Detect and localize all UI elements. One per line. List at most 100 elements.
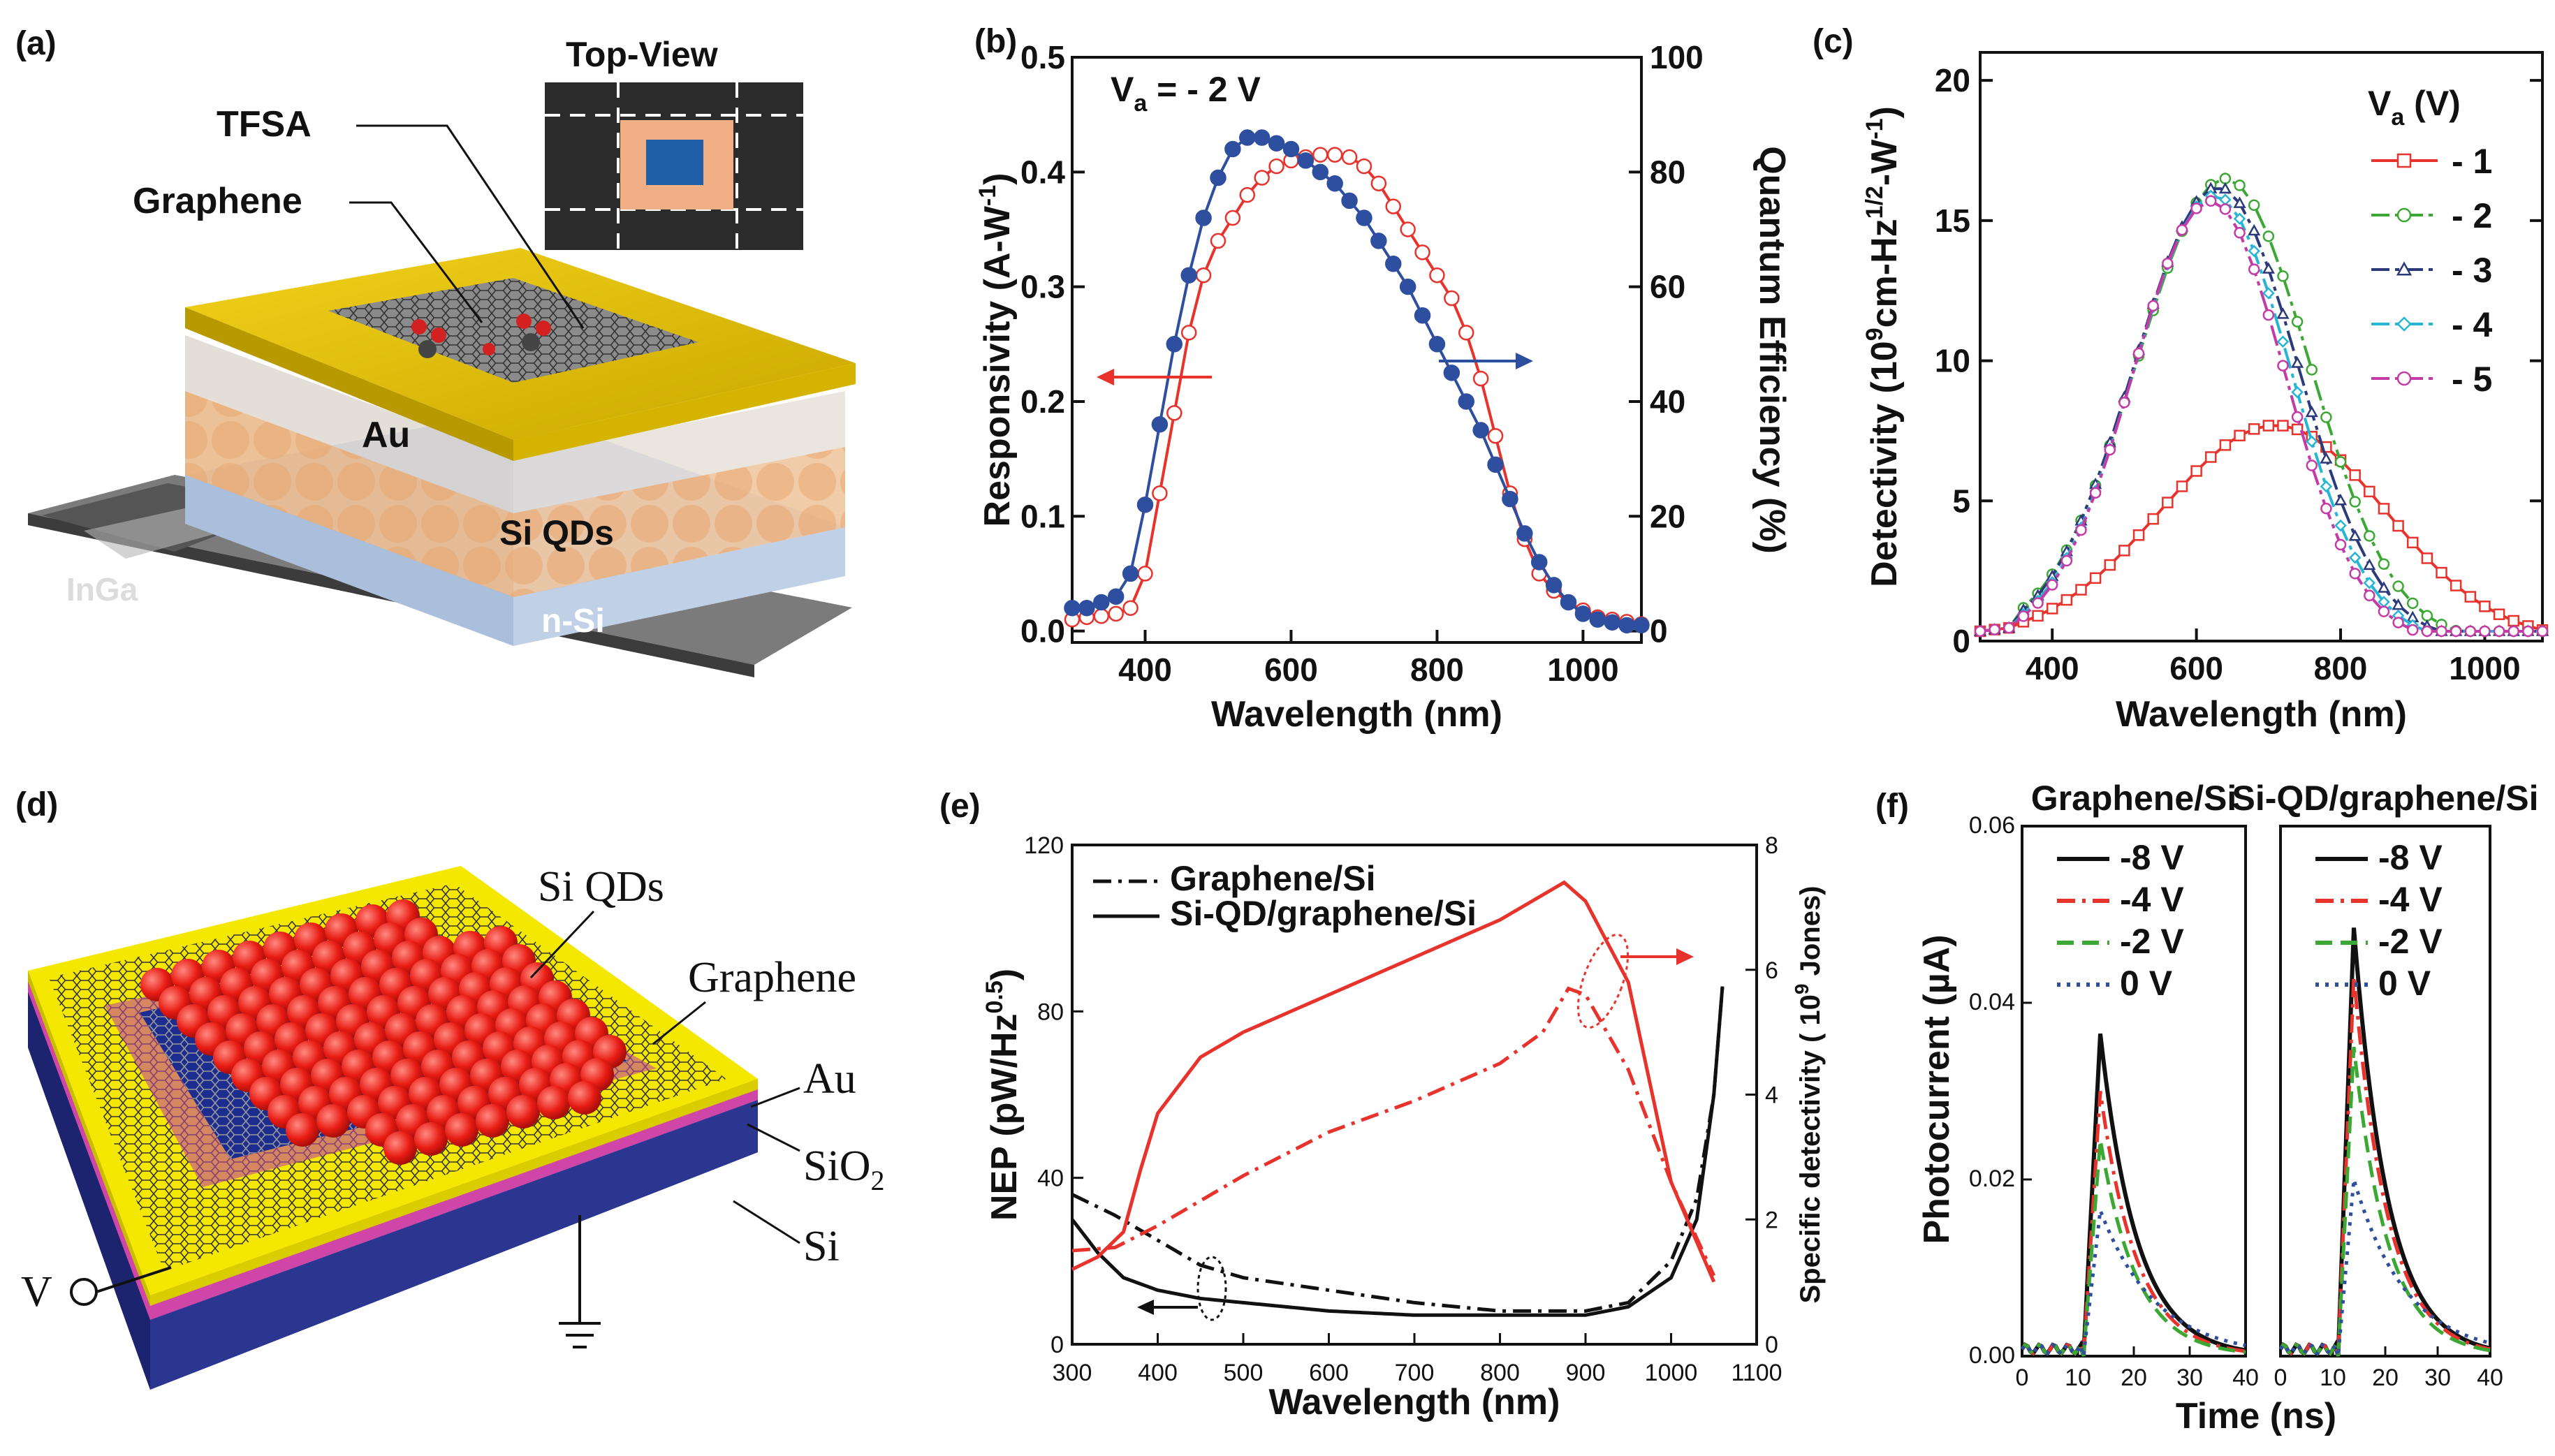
data-point (2464, 591, 2477, 603)
data-point (1356, 209, 1372, 226)
data-point (2436, 625, 2447, 638)
data-point (2234, 179, 2246, 191)
data-point (1136, 497, 1154, 513)
x-tick-label: 20 (2372, 1365, 2399, 1391)
nep-axis-ellipse (1196, 1256, 1227, 1321)
x-tick-label: 1000 (1645, 1360, 1698, 1386)
data-point (2363, 558, 2376, 571)
series-line (2020, 1209, 2246, 1357)
data-point (2277, 420, 2289, 432)
y-right-tick-label: 60 (1650, 269, 1685, 305)
data-point (2334, 538, 2347, 551)
data-point (1974, 625, 1986, 638)
legend-label: -4 V (2378, 880, 2443, 919)
data-point (2176, 480, 2188, 492)
y-right-tick-label: 40 (1650, 383, 1685, 420)
data-point (1341, 149, 1358, 166)
y-tick-label: 0.06 (1969, 812, 2015, 839)
data-point (2378, 503, 2390, 515)
right-axis-arrowhead (1516, 353, 1533, 369)
data-point (1312, 163, 1329, 181)
data-point (2190, 203, 2202, 214)
data-point (2406, 536, 2419, 549)
tfsa-pointer (356, 124, 585, 329)
data-point (2248, 263, 2260, 275)
series-line (2278, 976, 2491, 1357)
data-point (2234, 227, 2246, 239)
x-axis-label: Wavelength (nm) (1211, 694, 1502, 735)
voltage-terminal (70, 1278, 98, 1306)
data-point (2089, 572, 2102, 584)
data-point (1195, 267, 1212, 284)
data-point (1444, 290, 1460, 307)
subplot-title: Si-QD/graphene/Si (2232, 779, 2539, 818)
data-point (2060, 594, 2073, 606)
y-right-axis-label: Quantum Efficiency (%) (1752, 146, 1792, 554)
data-point (2219, 172, 2232, 184)
data-point (2421, 610, 2433, 622)
y-right-tick-label: 0 (1765, 1332, 1778, 1358)
data-point (2190, 465, 2202, 477)
data-point (2392, 580, 2404, 592)
si-qd-sphere (476, 1104, 509, 1138)
d-siqds-label: Si QDs (538, 863, 664, 911)
data-point (2479, 601, 2491, 612)
ground-symbol (559, 1215, 601, 1348)
detectivity-axis-ellipse (1576, 934, 1630, 1029)
series-line (2020, 1033, 2246, 1357)
data-point (1400, 221, 1416, 237)
y-tick-label: 0 (1952, 623, 1970, 659)
chart-c: (c) 400 600 800 1000 0 5 10 15 20 Wavelength (nm) D… (1813, 23, 2549, 735)
y-left-tick-label: 0.3 (1020, 269, 1065, 305)
data-point (2377, 581, 2391, 593)
x-tick-label: 400 (1138, 1360, 1178, 1386)
tfsa-molecules (411, 314, 551, 358)
x-tick-label: 0 (2274, 1365, 2287, 1391)
y-left-tick-label: 0.4 (1020, 154, 1065, 190)
d-v-label: V (21, 1268, 52, 1316)
y-right-axis-label: Specific detectivity ( 109 Jones) (1791, 885, 1826, 1303)
data-point (2205, 451, 2217, 463)
legend-title: Va (V) (2368, 84, 2461, 131)
data-point (2248, 423, 2260, 435)
data-point (1516, 525, 1533, 542)
data-point (2421, 552, 2433, 564)
data-point (2364, 589, 2375, 602)
data-point (2320, 502, 2332, 515)
data-point (1370, 175, 1387, 191)
data-point (1122, 565, 1139, 582)
legend-label-si-qd: Si-QD/graphene/Si (1170, 894, 1477, 933)
data-point (2089, 487, 2102, 499)
legend-label: -2 V (2378, 922, 2443, 961)
data-point (2392, 617, 2404, 628)
legend-label-graphene-si: Graphene/Si (1170, 859, 1376, 898)
data-point (2132, 347, 2145, 360)
y-left-tick-label: 80 (1037, 999, 1064, 1025)
data-point (2364, 530, 2375, 542)
data-point (1530, 554, 1548, 571)
data-point (1385, 198, 1401, 214)
data-point (2334, 519, 2347, 532)
data-point (1443, 365, 1460, 381)
data-point (2479, 625, 2491, 638)
data-point (2493, 625, 2505, 638)
data-point (1472, 422, 1489, 439)
data-point (1370, 233, 1387, 249)
x-tick-label: 400 (2026, 650, 2079, 686)
data-point (1093, 608, 1110, 624)
data-point (2536, 625, 2549, 638)
x-tick-label: 10 (2320, 1365, 2346, 1391)
series-line (2020, 1091, 2246, 1357)
data-point (2522, 625, 2534, 638)
y-right-tick-label: 4 (1765, 1082, 1778, 1109)
data-point (2276, 335, 2290, 348)
si-qd-spheres (140, 899, 627, 1165)
data-point (1633, 617, 1650, 634)
data-point (1326, 147, 1343, 163)
data-point (1239, 129, 1256, 146)
x-tick-label: 1100 (1731, 1360, 1782, 1386)
data-point (2262, 420, 2275, 432)
data-point (1268, 135, 1285, 152)
data-point (2104, 443, 2116, 456)
data-point (2060, 554, 2073, 567)
